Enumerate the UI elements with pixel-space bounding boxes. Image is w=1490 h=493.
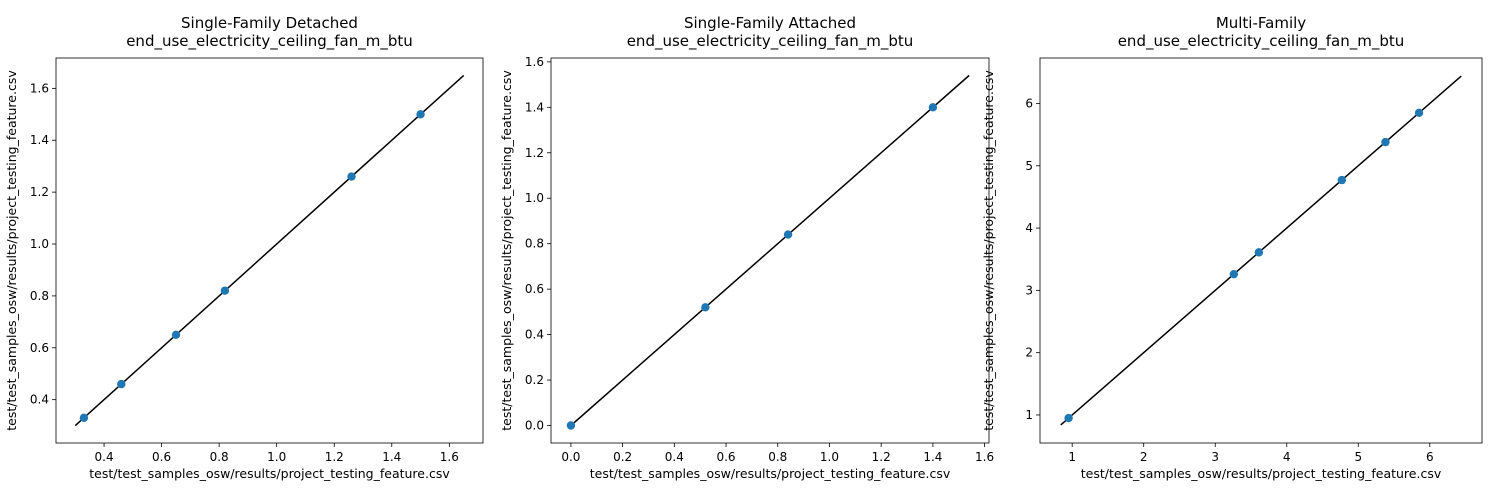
y-tick-label: 0.0 xyxy=(525,419,544,433)
x-tick-label: 0.0 xyxy=(561,450,580,464)
x-tick-label: 1 xyxy=(1068,450,1076,464)
y-tick-label: 1.6 xyxy=(30,81,49,95)
identity-line xyxy=(570,74,970,427)
x-tick-label: 1.2 xyxy=(325,450,344,464)
chart-title: Single-Family Detached end_use_electricit… xyxy=(126,14,413,51)
plot-frame xyxy=(550,57,990,444)
y-tick-label: 1.2 xyxy=(525,146,544,160)
y-tick-label: 5 xyxy=(1025,159,1033,173)
x-tick-label: 0.8 xyxy=(768,450,787,464)
y-tick-label: 1.4 xyxy=(30,133,49,147)
y-axis-label: test/test_samples_osw/results/project_te… xyxy=(4,70,19,431)
data-point xyxy=(1064,413,1073,423)
x-tick-label: 1.0 xyxy=(820,450,839,464)
x-tick-label: 5 xyxy=(1354,450,1362,464)
data-point xyxy=(701,303,710,312)
y-tick-label: 0.4 xyxy=(525,328,544,342)
data-point xyxy=(1254,248,1264,257)
chart-title: Multi-Family end_use_electricity_ceiling_… xyxy=(1118,14,1405,51)
chart-panel-1: Single-Family Detached end_use_electricit… xyxy=(4,14,484,481)
x-axis-label: test/test_samples_osw/results/project_te… xyxy=(590,466,951,481)
data-point xyxy=(783,230,793,239)
x-tick-label: 1.4 xyxy=(382,450,401,464)
data-point xyxy=(1229,269,1239,279)
data-point xyxy=(928,103,938,112)
x-tick-label: 1.2 xyxy=(872,450,891,464)
y-tick-label: 0.8 xyxy=(30,289,49,303)
y-tick-label: 3 xyxy=(1025,283,1033,297)
data-point xyxy=(79,413,89,423)
data-point xyxy=(347,172,356,181)
y-tick-label: 0.2 xyxy=(525,373,544,387)
y-tick-label: 1.6 xyxy=(525,55,544,69)
y-tick-label: 0.8 xyxy=(525,237,544,251)
x-tick-label: 0.4 xyxy=(95,450,114,464)
x-tick-label: 6 xyxy=(1426,450,1434,464)
x-tick-label: 4 xyxy=(1283,450,1291,464)
data-point xyxy=(1381,137,1390,147)
x-tick-label: 2 xyxy=(1140,450,1148,464)
chart-panel-2: Single-Family Attached end_use_electricit… xyxy=(499,14,994,481)
data-point xyxy=(220,286,230,295)
y-axis-label: test/test_samples_osw/results/project_te… xyxy=(981,70,996,431)
x-tick-label: 0.8 xyxy=(210,450,229,464)
x-tick-label: 1.0 xyxy=(267,450,286,464)
y-tick-label: 1.2 xyxy=(30,185,49,199)
x-tick-label: 0.6 xyxy=(716,450,735,464)
y-tick-label: 6 xyxy=(1025,96,1033,110)
y-tick-label: 2 xyxy=(1025,346,1033,360)
data-point xyxy=(1337,175,1347,185)
chart-panel-3: Multi-Family end_use_electricity_ceiling_… xyxy=(981,14,1483,481)
y-tick-label: 1.4 xyxy=(525,100,544,114)
x-tick-label: 1.4 xyxy=(923,450,942,464)
data-point xyxy=(416,110,425,119)
y-tick-label: 0.6 xyxy=(30,341,49,355)
x-tick-label: 1.6 xyxy=(440,450,459,464)
y-tick-label: 1.0 xyxy=(30,237,49,251)
x-axis-label: test/test_samples_osw/results/project_te… xyxy=(89,466,450,481)
x-tick-label: 1.6 xyxy=(975,450,994,464)
y-tick-label: 0.4 xyxy=(30,393,49,407)
identity-line xyxy=(74,74,465,427)
y-tick-label: 4 xyxy=(1025,221,1033,235)
x-tick-label: 3 xyxy=(1211,450,1219,464)
x-tick-label: 0.6 xyxy=(152,450,171,464)
data-point xyxy=(1414,108,1424,118)
plot-frame xyxy=(55,57,484,444)
data-point xyxy=(171,330,181,340)
data-point xyxy=(117,379,126,389)
x-axis-label: test/test_samples_osw/results/project_te… xyxy=(1081,466,1442,481)
y-tick-label: 1.0 xyxy=(525,191,544,205)
x-tick-label: 0.4 xyxy=(665,450,684,464)
chart-title: Single-Family Attached end_use_electricit… xyxy=(627,14,914,51)
y-tick-label: 0.6 xyxy=(525,282,544,296)
y-tick-label: 1 xyxy=(1025,408,1033,422)
x-tick-label: 0.2 xyxy=(613,450,632,464)
plot-frame xyxy=(1039,57,1483,444)
y-axis-label: test/test_samples_osw/results/project_te… xyxy=(499,70,514,431)
data-point xyxy=(566,421,576,430)
